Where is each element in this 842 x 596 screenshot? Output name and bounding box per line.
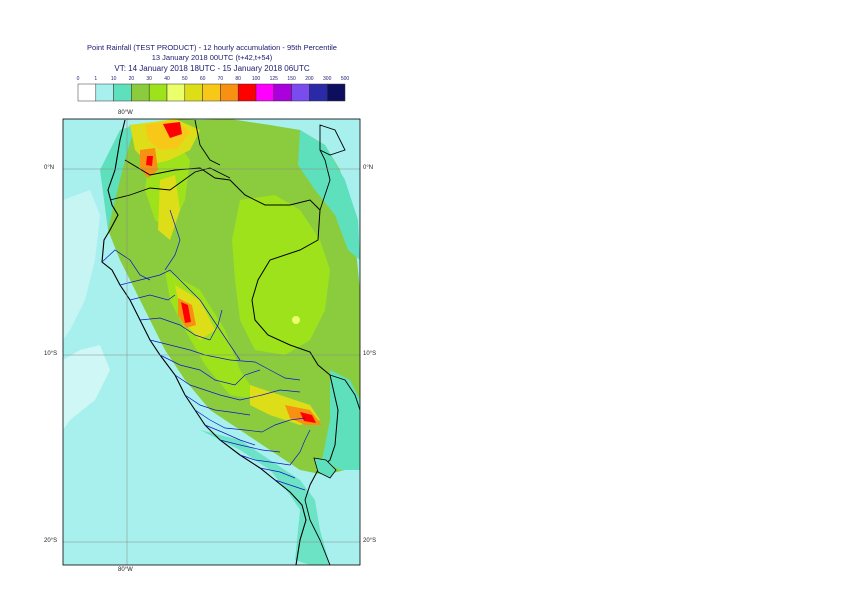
lon-label-bottom: 80°W [118, 567, 133, 573]
lat-label-left-2: 20°S [44, 538, 58, 544]
legend-tick-label: 0 [77, 76, 80, 82]
land-red [146, 156, 153, 166]
land-teal-margin [322, 370, 360, 470]
ocean-white-patch [63, 190, 100, 340]
color-legend: 0 1 10 20 30 40 50 60 70 80 100 125 150 200 300 500 [77, 76, 350, 102]
legend-tick-label: 30 [146, 76, 152, 82]
land-red [163, 122, 182, 138]
legend-swatch [326, 83, 346, 102]
coastline [101, 119, 307, 565]
land-white-spot [292, 316, 300, 324]
ocean-white-patch [63, 345, 110, 430]
lat-label-right-0: 0°N [363, 165, 374, 171]
legend-tick-label: 100 [252, 76, 261, 82]
legend-tick-label: 70 [218, 76, 224, 82]
country-border [194, 119, 221, 166]
land-coastal-band [200, 430, 330, 565]
legend-tick-label: 200 [305, 76, 314, 82]
legend-tick-label: 40 [164, 76, 170, 82]
country-border [109, 167, 231, 201]
region-boundaries [101, 209, 311, 491]
title-line-3: VT: 14 January 2018 18UTC - 15 January 2… [114, 64, 310, 73]
title-line-1: Point Rainfall (TEST PRODUCT) - 12 hourl… [87, 43, 337, 52]
legend-tick-label: 125 [270, 76, 279, 82]
legend-tick-label: 150 [287, 76, 296, 82]
graticule [63, 119, 360, 565]
land-yellow [175, 285, 215, 340]
legend-tick-label: 10 [111, 76, 117, 82]
land-red [181, 302, 191, 323]
land-teal-margin [100, 125, 135, 230]
country-border [319, 149, 331, 211]
country-border [124, 159, 339, 501]
country-border [319, 124, 346, 156]
legend-tick-label: 50 [182, 76, 188, 82]
lat-label-right-2: 20°S [363, 538, 377, 544]
lat-label-right-1: 10°S [363, 351, 377, 357]
country-border [304, 499, 331, 565]
legend-tick-label: 80 [235, 76, 241, 82]
legend-tick-label: 20 [129, 76, 135, 82]
map-frame [62, 118, 361, 566]
lake-titicaca [313, 457, 337, 479]
land-red [300, 412, 316, 423]
lat-label-left-0: 0°N [44, 165, 55, 171]
country-border [329, 374, 360, 411]
land-teal-margin [298, 130, 360, 260]
land-lime [232, 195, 330, 355]
legend-tick-label: 60 [200, 76, 206, 82]
lat-label-left-1: 10°S [44, 351, 58, 357]
legend-tick-label: 1 [94, 76, 97, 82]
legend-tick-label: 500 [341, 76, 350, 82]
title-line-2: 13 January 2018 00UTC (t+42,t+54) [151, 53, 273, 62]
legend-tick-label: 300 [323, 76, 332, 82]
lon-label-top: 80°W [118, 110, 133, 116]
